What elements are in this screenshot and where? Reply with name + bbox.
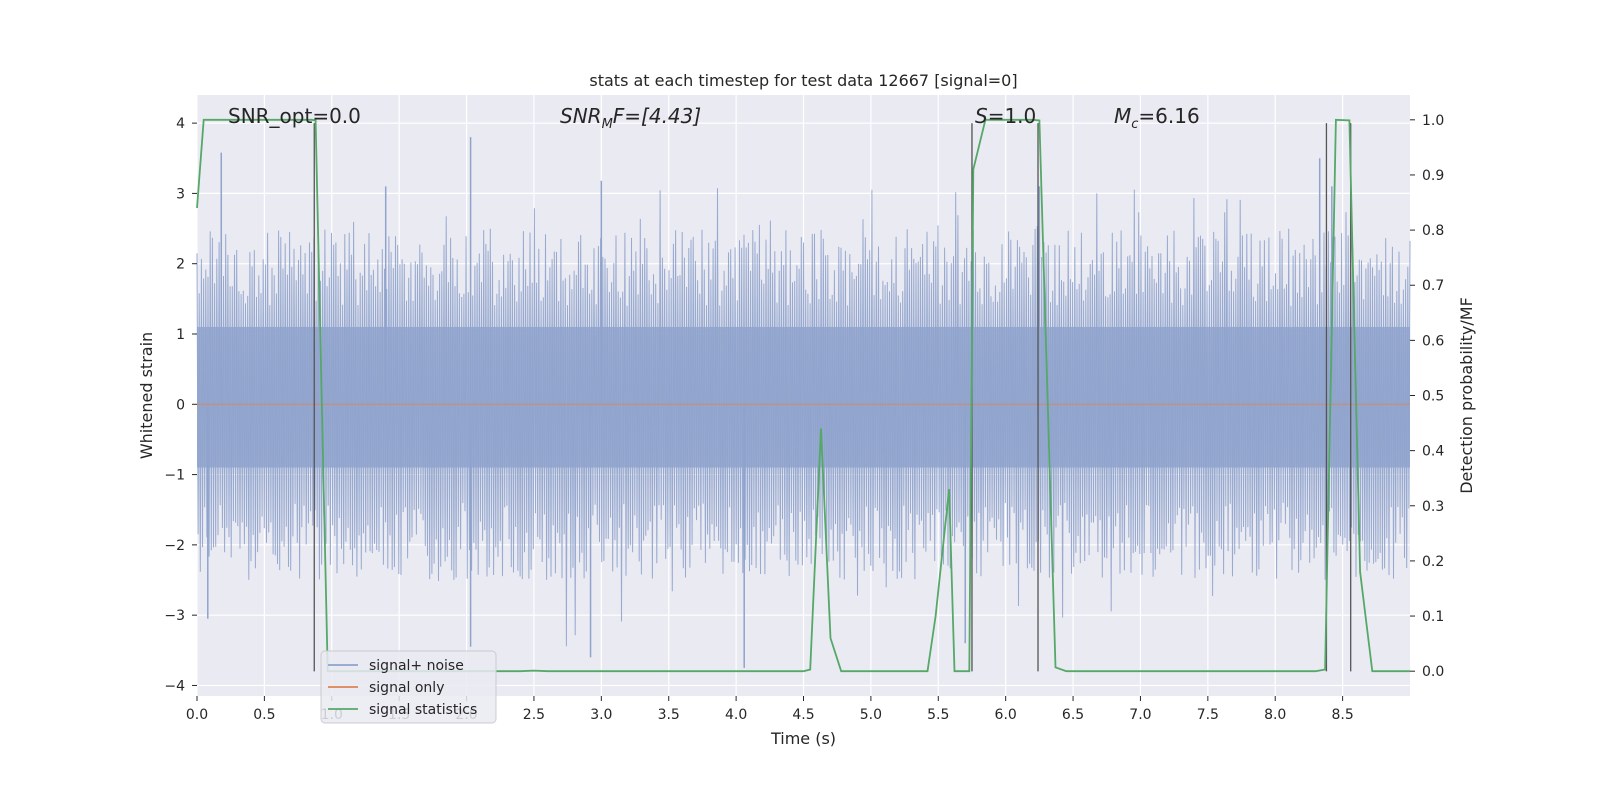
- y2-tick-label: 0.9: [1422, 168, 1444, 184]
- signal-noise-series: [196, 137, 1411, 668]
- x-tick-label: 8.5: [1331, 707, 1353, 723]
- y-tick-label: 2: [176, 257, 185, 273]
- y-tick-label: −4: [164, 678, 185, 694]
- y-axis-label: Whitened strain: [137, 332, 156, 459]
- x-tick-label: 0.0: [186, 707, 208, 723]
- x-tick-label: 3.0: [590, 707, 612, 723]
- legend-box: [320, 650, 497, 724]
- legend-label-signal-noise: signal+ noise: [369, 658, 464, 674]
- legend-label-signal-statistics: signal statistics: [369, 702, 477, 718]
- x-tick-label: 8.0: [1264, 707, 1286, 723]
- y2-tick-label: 0.4: [1422, 444, 1444, 460]
- vertical-markers: [313, 123, 1352, 672]
- annotation-s-main: S: [975, 104, 988, 128]
- y2-tick-label: 0.2: [1422, 554, 1444, 570]
- y2-tick-label: 0.0: [1422, 664, 1444, 680]
- annotation-snr-opt: SNR_opt=0.0: [228, 104, 361, 128]
- y2-tick-label: 0.6: [1422, 333, 1444, 349]
- x-tick-label: 7.0: [1129, 707, 1151, 723]
- x-tick-label: 7.5: [1197, 707, 1219, 723]
- annotation-mc: Mc=6.16: [1114, 104, 1200, 132]
- x-tick-label: 4.0: [725, 707, 747, 723]
- x-tick-label: 4.5: [792, 707, 814, 723]
- y-tick-label: 1: [176, 327, 185, 343]
- x-axis-label: Time (s): [770, 729, 836, 748]
- y2-tick-label: 0.5: [1422, 389, 1444, 405]
- y2-tick-label: 0.8: [1422, 223, 1444, 239]
- x-tick-label: 6.0: [995, 707, 1017, 723]
- y-tick-label: −1: [164, 468, 185, 484]
- annotation-snr-mf-main: SNR: [560, 104, 602, 128]
- annotation-mc-rest: =6.16: [1138, 104, 1199, 128]
- x-tick-label: 5.5: [927, 707, 949, 723]
- y-tick-label: −3: [164, 608, 185, 624]
- x-tick-label: 0.5: [253, 707, 275, 723]
- annotation-s-rest: =1.0: [988, 104, 1037, 128]
- x-tick-label: 6.5: [1062, 707, 1084, 723]
- x-tick-label: 2.5: [523, 707, 545, 723]
- y2-axis-label: Detection probability/MF: [1457, 297, 1476, 494]
- y2-tick-label: 1.0: [1422, 113, 1444, 129]
- x-tick-label: 5.0: [860, 707, 882, 723]
- y2-tick-label: 0.3: [1422, 499, 1444, 515]
- y2-tick-label: 0.7: [1422, 278, 1444, 294]
- annotation-s: S=1.0: [975, 104, 1036, 128]
- annotation-snr-mf-rest: F=[4.43]: [613, 104, 701, 128]
- legend: signal+ noise signal only signal statist…: [320, 650, 497, 724]
- legend-label-signal-only: signal only: [369, 680, 444, 696]
- y-tick-label: 4: [176, 116, 185, 132]
- annotation-mc-main: M: [1114, 104, 1131, 128]
- annotation-snr-mf-sub: M: [602, 117, 613, 132]
- y-tick-label: −2: [164, 538, 185, 554]
- annotation-snr-mf: SNRMF=[4.43]: [560, 104, 701, 132]
- y2-tick-label: 0.1: [1422, 609, 1444, 625]
- chart-title: stats at each timestep for test data 126…: [589, 71, 1017, 90]
- x-tick-label: 3.5: [658, 707, 680, 723]
- noise-trace: [196, 188, 1411, 647]
- y-tick-label: 0: [176, 397, 185, 413]
- annotation-mc-sub: c: [1131, 117, 1138, 132]
- y-tick-label: 3: [176, 186, 185, 202]
